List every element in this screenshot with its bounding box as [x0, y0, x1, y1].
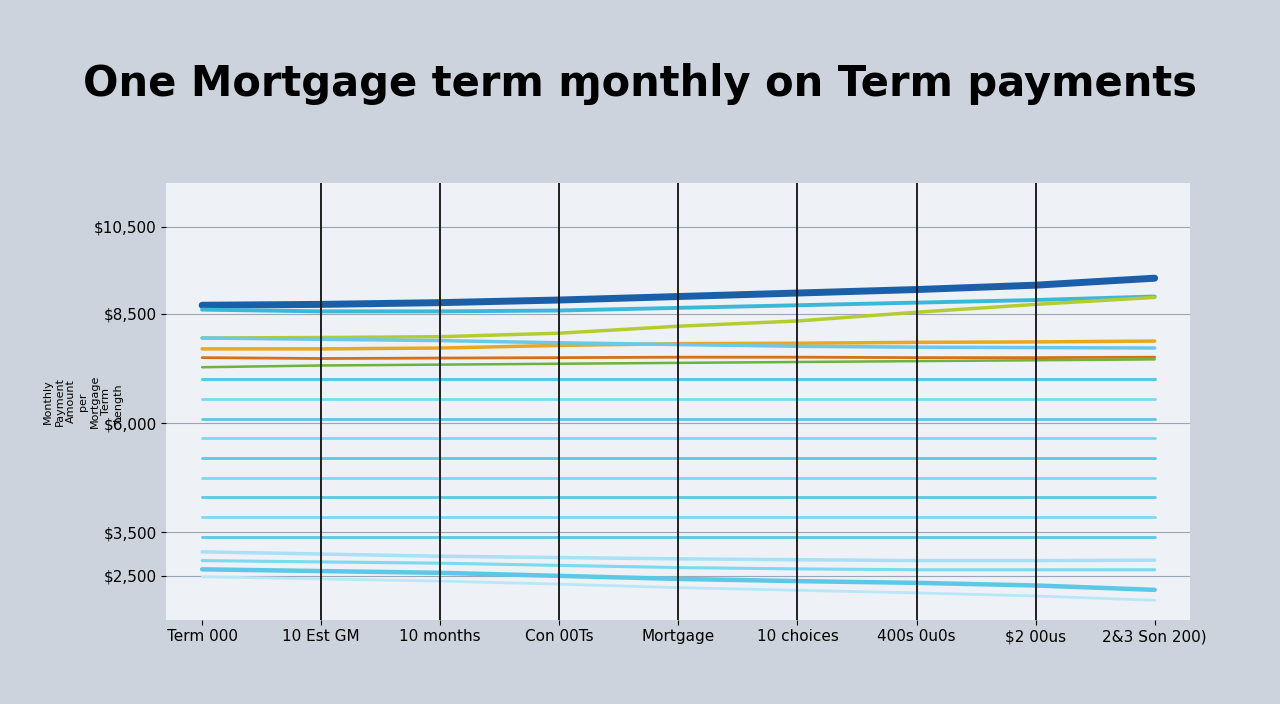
Text: One Mortgage term ɱonthly on Term payments: One Mortgage term ɱonthly on Term paymen… — [83, 63, 1197, 106]
Y-axis label: Monthly
Payment
Amount
per
Mortgage
Term
Length: Monthly Payment Amount per Mortgage Term… — [44, 375, 123, 428]
